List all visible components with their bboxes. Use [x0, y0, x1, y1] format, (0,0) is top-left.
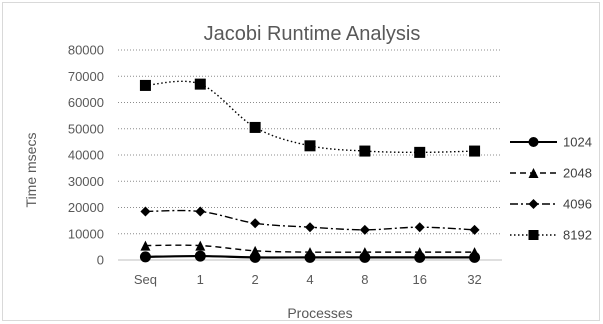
data-point — [195, 206, 206, 217]
series-2048 — [140, 240, 480, 258]
x-axis-title: Processes — [287, 305, 352, 321]
legend-label: 8192 — [563, 228, 592, 243]
data-point — [195, 240, 206, 251]
legend-item-2048: 2048 — [510, 166, 592, 181]
legend-label: 2048 — [563, 166, 592, 181]
data-point — [305, 247, 315, 258]
x-tick-label: Seq — [134, 272, 157, 287]
y-tick-label: 50000 — [68, 121, 104, 136]
data-point — [359, 145, 371, 157]
x-tick-label: 4 — [306, 272, 313, 287]
x-tick-label: 1 — [197, 272, 204, 287]
x-tick-label: 8 — [361, 272, 368, 287]
data-point — [140, 206, 151, 217]
legend-item-4096: 4096 — [510, 197, 592, 212]
x-tick-label: 2 — [252, 272, 259, 287]
legend-marker — [528, 230, 539, 240]
data-point — [359, 247, 370, 258]
chart-area — [2, 2, 600, 321]
y-axis-title: Time msecs — [23, 133, 39, 208]
chart-title: Jacobi Runtime Analysis — [204, 23, 421, 45]
data-point — [140, 240, 151, 251]
legend: 1024 2048 4096 8192 — [510, 135, 592, 243]
data-point — [250, 218, 261, 229]
y-tick-label: 80000 — [68, 43, 104, 58]
data-point — [139, 79, 151, 91]
y-tick-label: 30000 — [68, 174, 104, 189]
legend-item-8192: 8192 — [510, 228, 592, 243]
data-point — [469, 145, 481, 157]
y-tick-label: 40000 — [68, 148, 104, 163]
data-point — [250, 245, 261, 256]
x-tick-label: 32 — [467, 272, 481, 287]
legend-marker — [528, 168, 539, 178]
data-point — [414, 146, 426, 158]
series-lines — [139, 78, 481, 263]
data-point — [194, 78, 206, 90]
data-point — [139, 251, 151, 263]
legend-item-1024: 1024 — [510, 135, 592, 150]
legend-label: 4096 — [563, 197, 592, 212]
y-tick-label: 0 — [97, 253, 104, 268]
data-point — [414, 247, 425, 258]
series-8192 — [139, 78, 481, 158]
data-point — [249, 121, 261, 133]
legend-label: 1024 — [563, 135, 592, 150]
y-tick-label: 20000 — [68, 200, 104, 215]
y-axis-ticks: 0 10000 20000 30000 40000 50000 60000 70000 8000… — [68, 43, 104, 268]
x-axis-ticks: Seq 1 2 4 8 16 32 — [134, 272, 482, 287]
data-point — [194, 250, 206, 262]
x-tick-label: 16 — [412, 272, 426, 287]
series-4096 — [140, 206, 480, 235]
data-point — [469, 224, 480, 235]
y-tick-label: 70000 — [68, 69, 104, 84]
y-tick-label: 60000 — [68, 95, 104, 110]
y-tick-label: 10000 — [68, 226, 104, 241]
legend-marker — [528, 137, 539, 147]
data-point — [414, 222, 425, 233]
data-point — [469, 247, 480, 258]
legend-marker — [528, 199, 539, 209]
data-point — [304, 140, 316, 152]
data-point — [359, 224, 370, 235]
data-point — [305, 222, 315, 233]
